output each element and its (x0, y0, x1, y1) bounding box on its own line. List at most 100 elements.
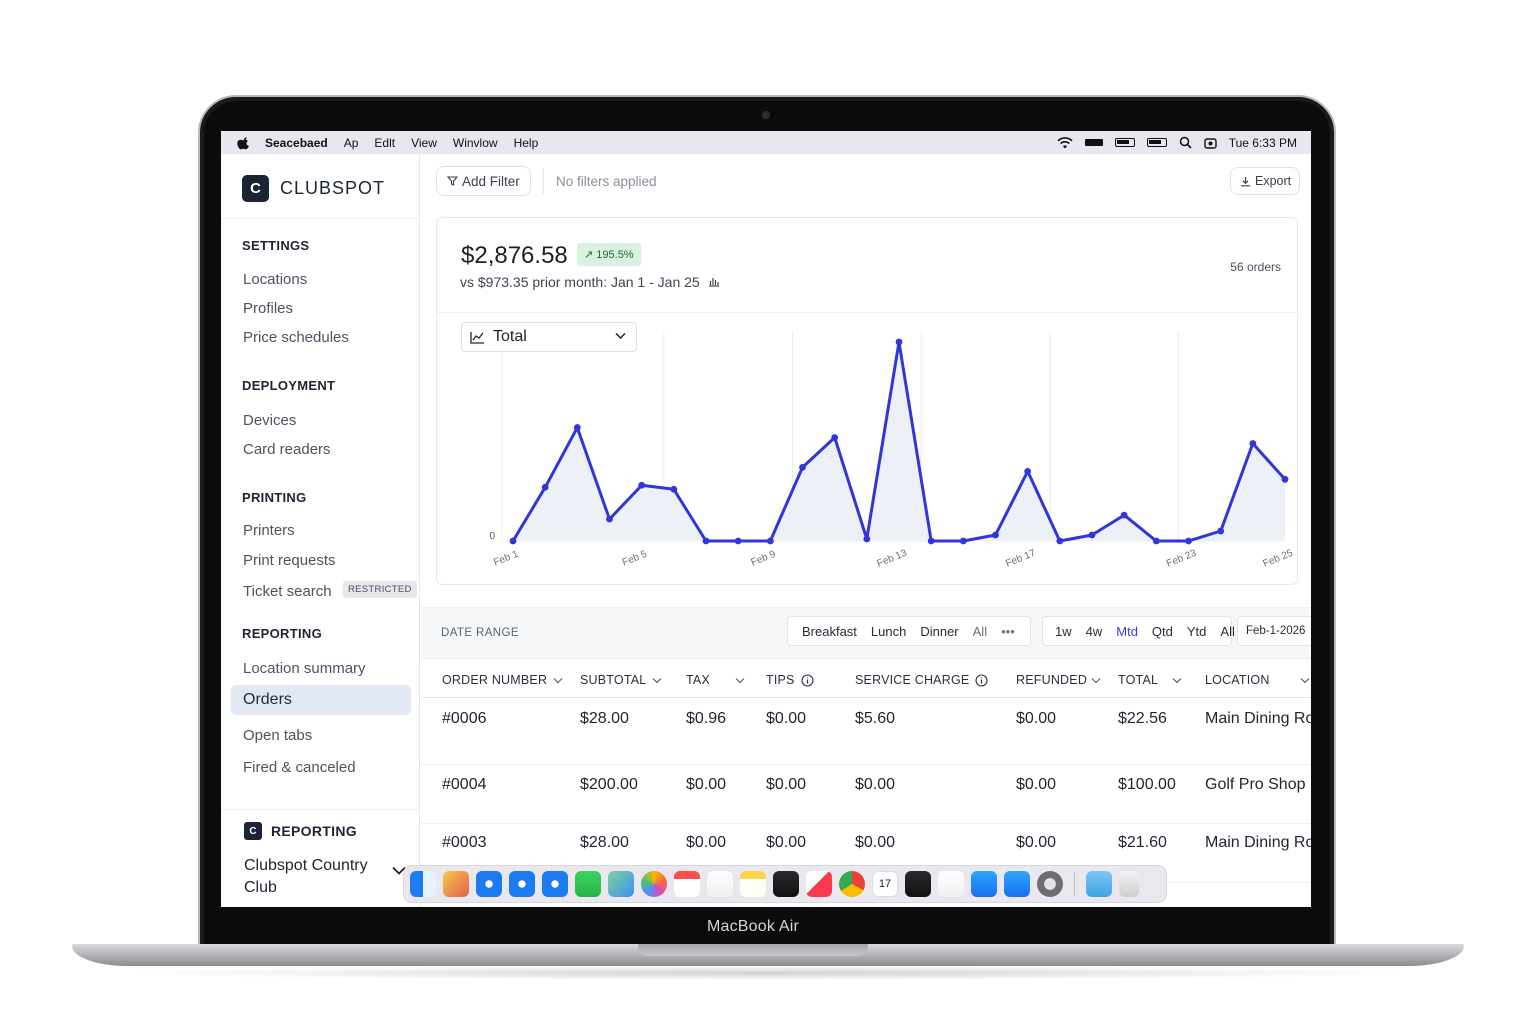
sidebar-item-location-summary[interactable]: Location summary (243, 660, 366, 677)
search-icon[interactable] (1179, 136, 1192, 149)
sidebar-item-profiles[interactable]: Profiles (243, 300, 294, 317)
sidebar-item-locations[interactable]: Locations (243, 271, 308, 288)
chevron-down-icon (735, 677, 745, 683)
maps-icon[interactable] (608, 871, 634, 897)
menu-item[interactable]: Edlt (374, 135, 396, 150)
calendar-icon[interactable] (674, 871, 700, 897)
column-header[interactable]: REFUNDED (1016, 673, 1101, 687)
total-amount: $2,876.58 (461, 242, 568, 269)
app-store-icon[interactable] (971, 871, 997, 897)
sidebar-item-print-requests[interactable]: Print requests (243, 552, 336, 569)
table-row[interactable]: #0003 $28.00 $0.00 $0.00 $0.00 $0.00 $21… (421, 825, 1311, 883)
control-center-icon[interactable] (1204, 137, 1217, 149)
meal-option[interactable]: Lunch (870, 623, 907, 639)
x-tick-label: Feb 13 (876, 548, 909, 570)
order-number[interactable]: #0006 (442, 710, 487, 727)
data-point (541, 483, 549, 491)
range-option[interactable]: 4w (1085, 623, 1103, 639)
more-options-icon[interactable]: ••• (1001, 623, 1015, 639)
chevron-down-icon (653, 677, 662, 683)
dock: 17 (403, 865, 1167, 903)
tips: $0.00 (766, 710, 807, 727)
club-switcher[interactable]: Clubspot Country Club (244, 857, 368, 896)
meal-option[interactable]: All (972, 623, 988, 639)
order-number[interactable]: #0003 (442, 834, 487, 851)
sidebar-item-ticket-search[interactable]: Ticket search (243, 583, 332, 600)
meal-option[interactable]: Dinner (920, 623, 959, 639)
export-button[interactable]: Export (1230, 167, 1300, 195)
data-point (1056, 537, 1064, 545)
wifi-icon[interactable] (1057, 136, 1073, 149)
battery-icon[interactable] (1114, 138, 1135, 147)
menu-item[interactable]: Help (513, 135, 539, 150)
metric-select[interactable]: Total (461, 322, 637, 352)
system-settings-icon[interactable] (1037, 871, 1063, 897)
column-header[interactable]: TOTAL (1118, 673, 1182, 687)
sidebar-item-price-schedules[interactable]: Price schedules (243, 329, 349, 346)
meal-option[interactable]: Breakfast (802, 623, 857, 639)
column-header[interactable]: SERVICE CHARGE (855, 673, 988, 687)
service-charge: $5.60 (855, 710, 896, 727)
app-store-icon[interactable] (1004, 871, 1030, 897)
wallet-icon[interactable] (905, 871, 931, 897)
column-header[interactable]: TAX (686, 673, 745, 687)
facetime-icon[interactable] (575, 871, 601, 897)
x-tick-label: Feb 23 (1165, 548, 1198, 570)
wallet-icon[interactable] (773, 871, 799, 897)
start-date-input[interactable]: Feb-1-2026 (1237, 616, 1311, 646)
divider (437, 312, 1299, 313)
menu-item[interactable]: View (411, 135, 437, 150)
arrow-up-right-icon: ↗ (584, 249, 594, 261)
order-number[interactable]: #0004 (442, 776, 487, 793)
menu-app-name[interactable]: Seacebaed (265, 135, 328, 150)
trash-icon[interactable] (1119, 871, 1139, 897)
launchpad-icon[interactable] (443, 871, 469, 897)
info-icon[interactable] (801, 673, 814, 687)
sidebar-item-printers[interactable]: Printers (243, 522, 295, 539)
safari-icon[interactable] (509, 871, 535, 897)
range-option[interactable]: Ytd (1186, 623, 1207, 639)
notes-icon[interactable] (740, 871, 766, 897)
menu-clock[interactable]: Tue 6:33 PM (1228, 135, 1297, 150)
bar-chart-icon[interactable] (708, 276, 720, 287)
menu-item[interactable]: Winvlow (452, 135, 498, 150)
control-icon[interactable] (1084, 139, 1103, 146)
folder-icon[interactable] (1086, 871, 1112, 897)
reminders-icon[interactable] (938, 871, 964, 897)
column-header[interactable]: SUBTOTAL (580, 673, 662, 687)
comparison-text: vs $973.35 prior month: Jan 1 - Jan 25 (460, 274, 720, 290)
menu-item[interactable]: Ap (343, 135, 359, 150)
battery-icon[interactable] (1146, 138, 1167, 147)
finder-icon[interactable] (410, 871, 436, 897)
sidebar-item-open-tabs[interactable]: Open tabs (243, 727, 313, 744)
chrome-icon[interactable] (839, 871, 865, 897)
data-point (1281, 475, 1289, 483)
safari-icon[interactable] (542, 871, 568, 897)
range-option[interactable]: Qtd (1151, 623, 1173, 639)
sidebar-item-fired-canceled[interactable]: Fired & canceled (243, 759, 356, 776)
range-option[interactable]: All (1220, 623, 1235, 639)
reminders-icon[interactable] (707, 871, 733, 897)
apple-icon[interactable] (237, 136, 251, 150)
table-row[interactable]: #0006 $28.00 $0.96 $0.00 $5.60 $0.00 $22… (421, 699, 1311, 765)
info-icon[interactable] (975, 673, 988, 687)
column-header[interactable]: TIPS (766, 673, 814, 687)
news-icon[interactable] (806, 871, 832, 897)
calendar-icon[interactable]: 17 (872, 871, 898, 897)
safari-icon[interactable] (476, 871, 502, 897)
sidebar-item-card-readers[interactable]: Card readers (243, 441, 331, 458)
brand-logo[interactable]: C CLUBSPOT (242, 175, 385, 202)
sidebar-item-devices[interactable]: Devices (243, 412, 297, 429)
menu-bar: Seacebaed Ap Edlt View Winvlow Help Tue … (221, 131, 1311, 154)
column-header[interactable]: LOCATION (1205, 673, 1310, 687)
add-filter-button[interactable]: Add Filter (436, 166, 531, 196)
column-header[interactable]: ORDER NUMBER (442, 673, 563, 687)
export-label: Export (1255, 174, 1292, 188)
range-option[interactable]: 1w (1055, 623, 1072, 639)
photos-icon[interactable] (641, 871, 667, 897)
table-row[interactable]: #0004 $200.00 $0.00 $0.00 $0.00 $0.00 $1… (421, 766, 1311, 824)
sidebar: C CLUBSPOT SETTINGS Locations Profiles P… (221, 154, 420, 907)
sidebar-item-orders[interactable]: Orders (231, 685, 411, 715)
range-option-active[interactable]: Mtd (1116, 623, 1138, 639)
